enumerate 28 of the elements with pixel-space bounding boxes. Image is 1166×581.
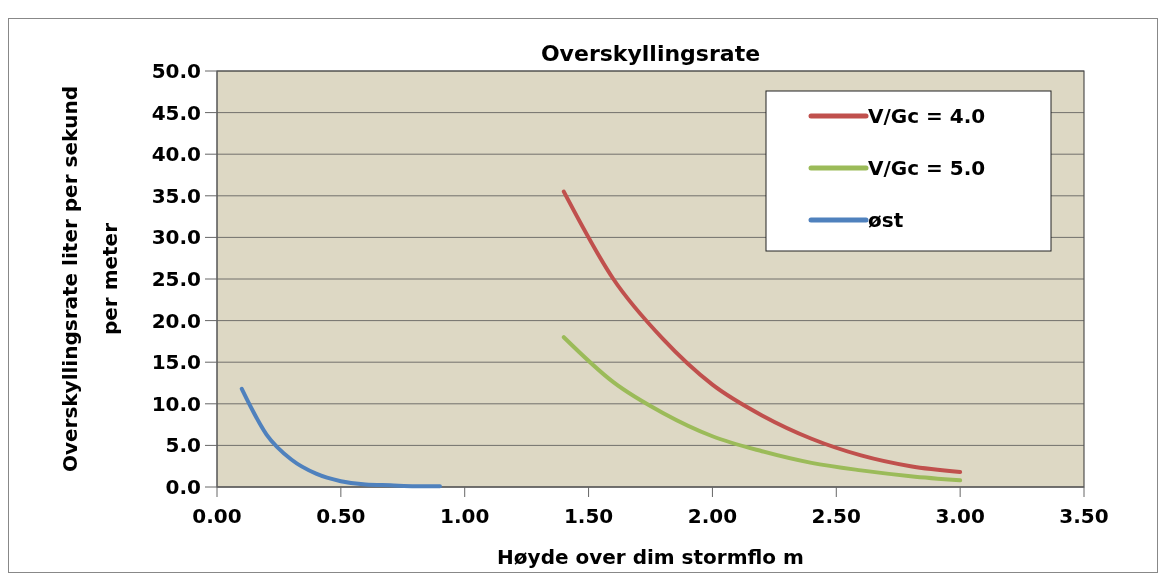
x-tick-label: 2.00 bbox=[687, 504, 738, 528]
x-tick-label: 3.00 bbox=[935, 504, 985, 528]
line-series bbox=[561, 189, 963, 475]
y-tick-label: 40.0 bbox=[151, 142, 201, 167]
x-axis-title: Høyde over dim stormflo m bbox=[497, 545, 804, 569]
y-tick-label: 15.0 bbox=[151, 350, 201, 375]
x-tick-label: 1.50 bbox=[563, 504, 614, 528]
y-tick-label: 50.0 bbox=[151, 59, 201, 83]
x-tick-label: 2.50 bbox=[811, 504, 861, 528]
y-tick-label: 45.0 bbox=[151, 100, 201, 125]
x-tick-label: 3.50 bbox=[1059, 504, 1109, 528]
y-tick-label: 5.0 bbox=[165, 433, 201, 458]
y-axis-title: Overskyllingsrate liter per sekund per meter bbox=[58, 85, 122, 473]
legend-label: øst bbox=[868, 208, 904, 232]
x-tick-label: 0.00 bbox=[192, 504, 242, 528]
y-tick-label: 35.0 bbox=[151, 183, 201, 208]
legend-label: V/Gc = 4.0 bbox=[868, 104, 986, 128]
line-series bbox=[239, 386, 442, 489]
y-tick-label: 20.0 bbox=[151, 308, 201, 333]
x-tick-label: 1.00 bbox=[440, 504, 490, 528]
x-tick-label: 0.50 bbox=[316, 504, 366, 528]
y-tick-label: 25.0 bbox=[151, 267, 201, 291]
line-series bbox=[561, 335, 963, 483]
y-tick-label: 10.0 bbox=[151, 391, 201, 416]
legend-label: V/Gc = 5.0 bbox=[868, 156, 986, 180]
y-tick-label: 30.0 bbox=[151, 225, 201, 250]
chart-title: Overskyllingsrate bbox=[540, 41, 761, 66]
y-tick-label: 0.0 bbox=[165, 475, 201, 499]
